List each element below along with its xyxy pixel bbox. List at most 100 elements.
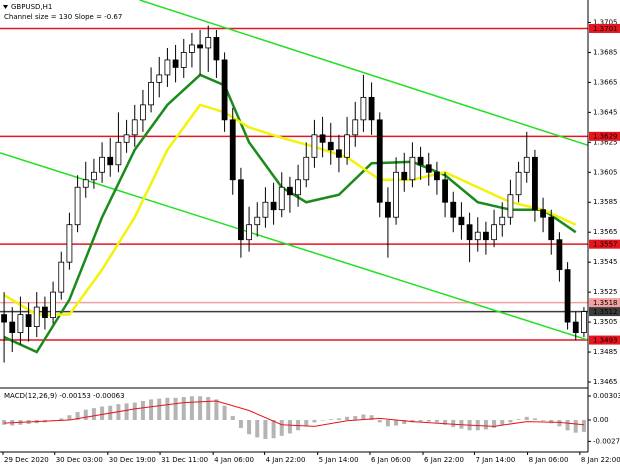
macd-bar [361, 414, 366, 420]
candle-body [33, 306, 40, 327]
macd-bar [516, 419, 521, 420]
macd-bar [230, 416, 235, 420]
y-tick-label: 1.3485 [593, 348, 618, 356]
level-label: 1.3629 [593, 133, 618, 141]
macd-bar [336, 418, 341, 420]
x-tick-label: 4 Jan 22:00 [266, 456, 306, 464]
macd-bar [2, 420, 7, 425]
macd-bar [271, 420, 276, 439]
candle-body [532, 156, 538, 211]
level-label: 1.3518 [593, 299, 618, 307]
candle-body [540, 209, 546, 218]
macd-bar [565, 420, 570, 431]
candle-body [262, 201, 269, 218]
level-label-box [589, 307, 620, 317]
candle-body [58, 261, 65, 293]
macd-bar [524, 416, 529, 420]
macd-bar [377, 420, 382, 423]
macd-bar [247, 420, 252, 435]
candle-body [254, 216, 261, 226]
macd-bar [581, 420, 586, 432]
y-tick-label: 1.3565 [593, 228, 618, 236]
y-tick-label: 1.3705 [593, 18, 618, 26]
macd-bar [418, 420, 423, 422]
candle-body [172, 59, 179, 68]
macd-bar [91, 408, 96, 420]
level-label-box [589, 23, 620, 33]
x-tick-label: 5 Jan 14:00 [319, 456, 359, 464]
candle-body [425, 164, 432, 173]
y-tick-label: 1.3505 [593, 318, 618, 326]
candle-body [352, 119, 359, 136]
candle-body [229, 119, 236, 181]
level-label-box [589, 335, 620, 345]
level-label-box [589, 131, 620, 141]
macd-y-tick-label: 0.00303 [593, 392, 620, 400]
macd-bar [402, 420, 407, 424]
channel-line [139, 0, 589, 147]
candle-body [515, 171, 522, 196]
candle-body [91, 171, 97, 181]
moving-average [3, 103, 577, 316]
candle-body [368, 96, 375, 121]
level-label: 1.3493 [593, 336, 618, 344]
x-tick-label: 8 Jan 22:00 [581, 456, 620, 464]
x-tick-label: 8 Jan 06:00 [529, 456, 569, 464]
x-tick-label: 31 Dec 11:00 [161, 456, 208, 464]
macd-bar [353, 416, 358, 420]
candle-body [458, 216, 465, 226]
level-label: 1.3557 [593, 240, 618, 248]
candle-body [548, 216, 555, 241]
candle-body [42, 306, 48, 318]
candle-body [221, 59, 228, 121]
symbol-icon [3, 5, 8, 9]
candle-body [213, 37, 220, 61]
candle-body [507, 194, 514, 218]
macd-bar [541, 420, 546, 421]
macd-bar [443, 420, 448, 425]
macd-bar [214, 399, 219, 420]
candle-body [311, 134, 318, 158]
macd-bar [100, 406, 105, 420]
candle-body [499, 216, 506, 226]
candle-body [417, 156, 424, 166]
macd-bar [573, 420, 578, 433]
macd-bar [149, 399, 154, 420]
y-tick-label: 1.3665 [593, 78, 618, 86]
macd-bar [549, 420, 554, 424]
macd-bar [59, 418, 64, 420]
candle-body [25, 314, 32, 327]
candle-body [131, 119, 138, 136]
macd-bar [345, 416, 350, 420]
x-tick-label: 7 Jan 14:00 [475, 456, 515, 464]
candle-body [303, 156, 310, 181]
candle-body [319, 134, 326, 143]
candle-body [393, 171, 399, 218]
candle-body [9, 321, 16, 333]
candle-body [287, 186, 293, 196]
macd-bar [451, 420, 456, 428]
macd-signal [4, 400, 584, 427]
x-tick-label: 4 Jan 06:00 [214, 456, 254, 464]
macd-bar [222, 405, 227, 420]
candle-body [82, 179, 89, 188]
macd-bar [394, 420, 399, 426]
candle-body [327, 141, 334, 151]
macd-bar [304, 420, 309, 427]
candle-body [336, 149, 342, 158]
macd-bar [206, 397, 211, 420]
macd-bar [263, 420, 268, 440]
candle-body [99, 156, 105, 173]
y-tick-label: 1.3585 [593, 198, 618, 206]
macd-bar [492, 420, 497, 428]
macd-bar [181, 397, 186, 420]
y-tick-label: 1.3545 [593, 258, 618, 266]
macd-bar [255, 420, 260, 438]
macd-bar [132, 402, 137, 420]
candle-body [270, 201, 277, 211]
macd-bar [320, 420, 325, 421]
y-tick-label: 1.3465 [593, 378, 618, 386]
candle-body [140, 104, 146, 121]
channel-line [0, 152, 589, 341]
